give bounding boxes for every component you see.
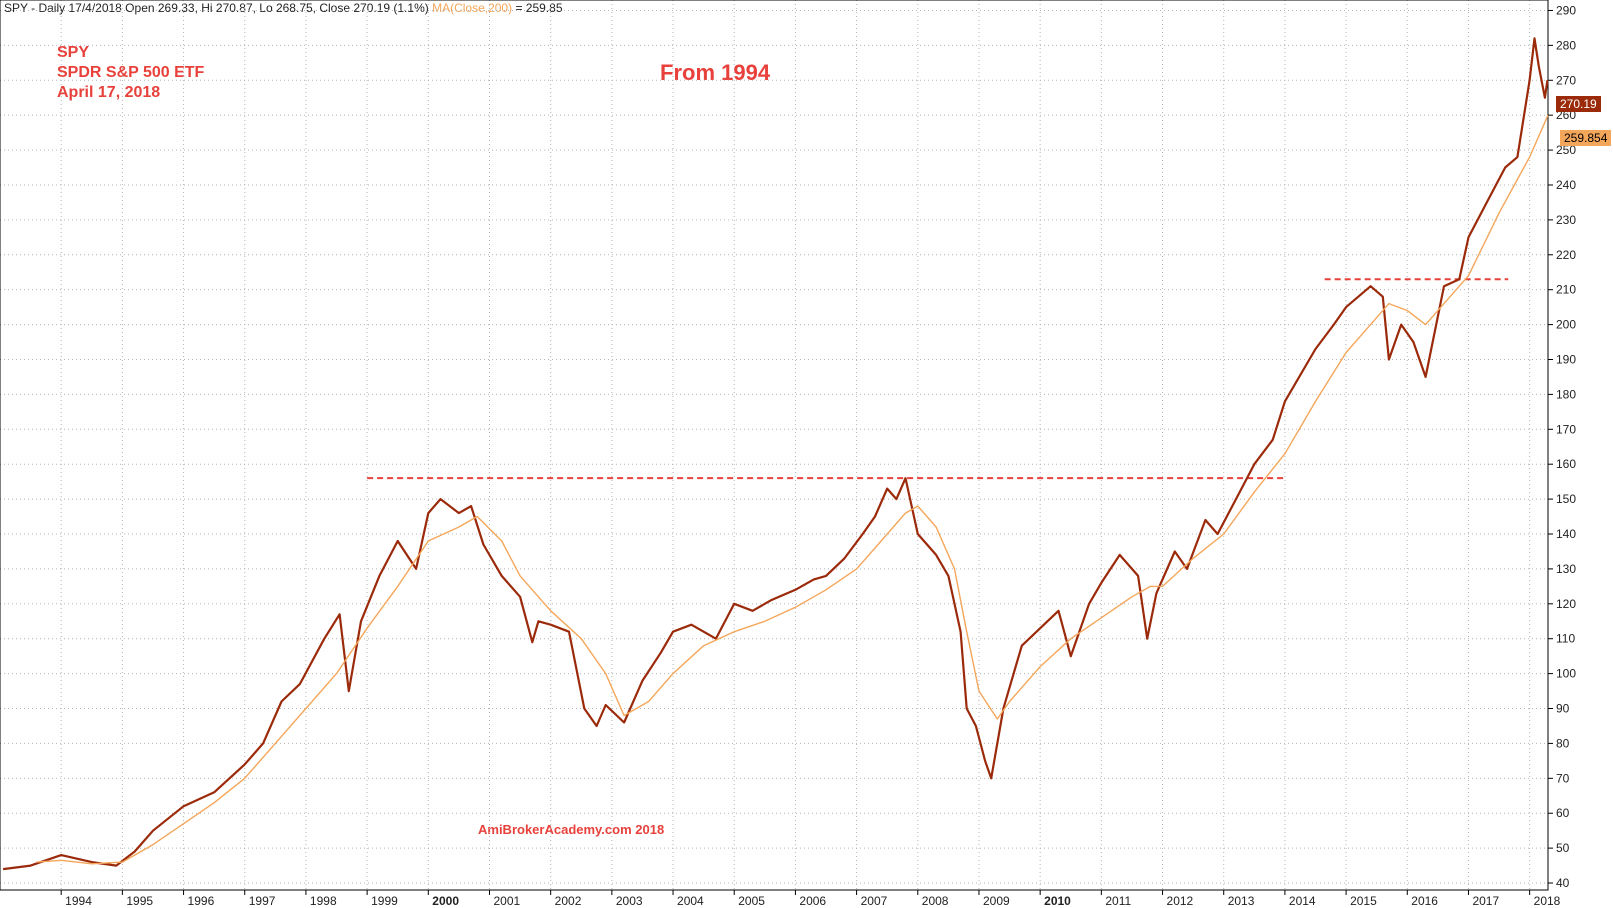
chart-header: SPY - Daily 17/4/2018 Open 269.33, Hi 27… (4, 1, 563, 15)
x-tick-label: 1997 (249, 894, 276, 908)
y-tick-label: 230 (1556, 213, 1576, 227)
y-tick-label: 240 (1556, 178, 1576, 192)
header-ma-label: MA(Close,200) (432, 1, 513, 15)
x-tick-label: 2013 (1228, 894, 1255, 908)
y-tick-label: 170 (1556, 422, 1576, 436)
last-close-badge: 270.19 (1556, 96, 1601, 112)
y-tick-label: 90 (1556, 702, 1570, 716)
y-tick-label: 190 (1556, 352, 1576, 366)
annotation-name: SPDR S&P 500 ETF (57, 64, 205, 81)
annotation-title: From 1994 (660, 60, 771, 85)
y-tick-label: 60 (1556, 806, 1570, 820)
header-quote: SPY - Daily 17/4/2018 Open 269.33, Hi 27… (4, 1, 429, 15)
x-tick-label: 2018 (1534, 894, 1561, 908)
y-tick-label: 290 (1556, 3, 1576, 17)
x-tick-label: 2005 (738, 894, 765, 908)
y-tick-label: 270 (1556, 73, 1576, 87)
y-tick-label: 80 (1556, 736, 1570, 750)
x-tick-label: 2007 (861, 894, 888, 908)
ma-value-badge: 259.854 (1560, 130, 1612, 146)
x-tick-label: 2012 (1167, 894, 1194, 908)
x-tick-label: 2009 (983, 894, 1010, 908)
x-axis-ticks: 1994 1995 1996 1997 1998 1999 2000 2001 2002 2003… (60, 890, 1561, 908)
y-tick-label: 180 (1556, 387, 1576, 401)
x-tick-label: 2011 (1105, 894, 1131, 908)
watermark: AmiBrokerAcademy.com 2018 (478, 822, 665, 837)
y-tick-label: 40 (1556, 876, 1570, 890)
annotation-date: April 17, 2018 (57, 84, 161, 101)
x-tick-label: 2006 (799, 894, 826, 908)
resistance-lines (367, 278, 1509, 480)
x-tick-label: 2015 (1350, 894, 1377, 908)
grid (0, 0, 1548, 890)
y-tick-label: 50 (1556, 841, 1570, 855)
y-tick-label: 70 (1556, 771, 1570, 785)
plot-frame (0, 0, 1549, 891)
y-tick-label: 160 (1556, 457, 1576, 471)
x-tick-label: 2000 (432, 894, 459, 908)
y-tick-label: 120 (1556, 597, 1576, 611)
y-tick-label: 200 (1556, 318, 1576, 332)
x-tick-label: 2008 (922, 894, 949, 908)
y-tick-label: 250 (1556, 143, 1576, 157)
x-tick-label: 2016 (1411, 894, 1438, 908)
x-tick-label: 2010 (1044, 894, 1071, 908)
y-tick-label: 220 (1556, 248, 1576, 262)
y-tick-label: 130 (1556, 562, 1576, 576)
x-tick-label: 2004 (677, 894, 704, 908)
y-tick-label: 140 (1556, 527, 1576, 541)
y-tick-label: 280 (1556, 38, 1576, 52)
x-tick-label: 2001 (493, 894, 520, 908)
x-tick-label: 1999 (371, 894, 398, 908)
annotation-symbol: SPY (57, 44, 90, 61)
y-axis-ticks: 40 50 60 70 80 90 100 110 120 130 140 150 160 170 180 1… (1548, 3, 1576, 890)
x-tick-label: 1996 (188, 894, 215, 908)
x-tick-label: 2003 (616, 894, 643, 908)
x-tick-label: 2017 (1472, 894, 1499, 908)
x-tick-label: 1998 (310, 894, 337, 908)
y-tick-label: 100 (1556, 667, 1576, 681)
ma-series-line (36, 114, 1549, 865)
series (2, 37, 1549, 871)
x-tick-label: 2002 (555, 894, 582, 908)
x-tick-label: 1994 (65, 894, 92, 908)
y-tick-label: 110 (1556, 632, 1575, 646)
x-tick-label: 2014 (1289, 894, 1316, 908)
price-series-line (2, 37, 1549, 871)
y-tick-label: 150 (1556, 492, 1576, 506)
x-tick-label: 1995 (126, 894, 153, 908)
y-tick-label: 210 (1556, 283, 1576, 297)
